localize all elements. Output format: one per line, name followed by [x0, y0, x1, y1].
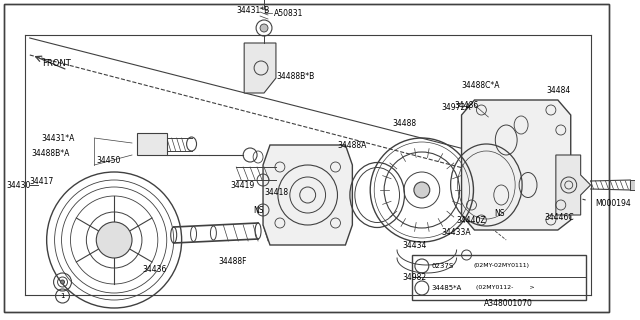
Circle shape [61, 280, 65, 284]
Text: 34484: 34484 [546, 85, 570, 94]
Text: A348001070: A348001070 [484, 299, 533, 308]
Text: 34488F: 34488F [218, 258, 247, 267]
Text: 34440Z: 34440Z [456, 215, 486, 225]
Text: A50831: A50831 [274, 9, 303, 18]
Bar [137, 133, 167, 155]
Text: 34417: 34417 [30, 177, 54, 186]
Text: 1: 1 [60, 293, 65, 299]
Polygon shape [556, 155, 591, 215]
Text: 0237S: 0237S [432, 263, 454, 269]
Text: 34434: 34434 [402, 241, 426, 250]
Text: 34486: 34486 [454, 100, 479, 109]
Text: 34419: 34419 [230, 180, 255, 189]
Text: 34431*B: 34431*B [236, 5, 269, 14]
Polygon shape [244, 43, 276, 93]
Text: 34430: 34430 [6, 180, 30, 189]
Circle shape [414, 182, 430, 198]
Text: NS: NS [494, 209, 505, 218]
Polygon shape [461, 100, 571, 230]
Text: 34982: 34982 [402, 274, 426, 283]
Text: (02MY0112-        >: (02MY0112- > [476, 285, 535, 291]
Text: 34433A: 34433A [442, 228, 471, 236]
Text: 34418: 34418 [264, 188, 288, 196]
Text: M000194: M000194 [596, 198, 631, 207]
Text: 34488A: 34488A [337, 140, 367, 149]
Bar [412, 255, 586, 300]
Text: 34436: 34436 [142, 266, 166, 275]
Text: FRONT: FRONT [42, 59, 70, 68]
Text: 34972A: 34972A [442, 102, 471, 111]
Bar [630, 180, 638, 190]
Text: NS: NS [253, 205, 264, 214]
Text: 34488B*B: 34488B*B [276, 71, 314, 81]
Text: 34488B*A: 34488B*A [32, 148, 70, 157]
Text: 34488: 34488 [392, 118, 416, 127]
Text: 34450: 34450 [96, 156, 121, 164]
Text: 34488C*A: 34488C*A [461, 81, 500, 90]
Text: 34431*A: 34431*A [42, 133, 75, 142]
Text: (02MY-02MY0111): (02MY-02MY0111) [474, 263, 529, 268]
Circle shape [96, 222, 132, 258]
Text: 34485*A: 34485*A [432, 285, 462, 291]
Polygon shape [263, 145, 353, 245]
Text: 34446C: 34446C [544, 212, 573, 221]
Circle shape [260, 24, 268, 32]
